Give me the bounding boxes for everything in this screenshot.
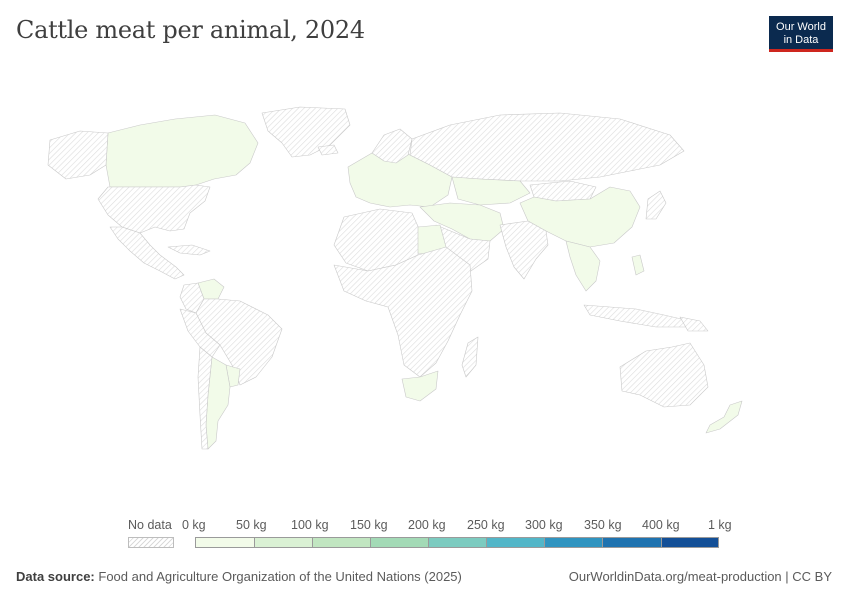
legend-tick-300: 300 kg (525, 518, 563, 532)
data-source-text: Food and Agriculture Organization of the… (98, 569, 462, 584)
legend-color-scale (195, 537, 719, 548)
legend-bin-1[interactable] (254, 537, 312, 548)
data-source-label: Data source: (16, 569, 95, 584)
legend-bin-2[interactable] (312, 537, 370, 548)
country-canada[interactable] (105, 114, 259, 188)
legend-bin-3[interactable] (370, 537, 428, 548)
legend-no-data-swatch (128, 537, 174, 548)
country-south-africa[interactable] (401, 370, 439, 402)
legend-tick-350: 350 kg (584, 518, 622, 532)
region-scandinavia[interactable] (371, 128, 413, 164)
country-greenland[interactable] (261, 106, 351, 158)
legend-bin-5[interactable] (486, 537, 544, 548)
region-central-africa[interactable] (333, 246, 473, 378)
legend-tick-50: 50 kg (236, 518, 267, 532)
owid-logo[interactable]: Our World in Data (769, 16, 833, 52)
legend-tick-250: 250 kg (467, 518, 505, 532)
legend-no-data-label: No data (128, 518, 172, 532)
country-madagascar[interactable] (461, 336, 479, 378)
legend-bin-8[interactable] (661, 537, 719, 548)
country-chile[interactable] (197, 346, 213, 450)
legend-bin-7[interactable] (602, 537, 661, 548)
legend-tick-150: 150 kg (350, 518, 388, 532)
chart-title: Cattle meat per animal, 2024 (16, 16, 365, 44)
legend-tick-200: 200 kg (408, 518, 446, 532)
region-southeast-asia[interactable] (565, 240, 601, 292)
legend-bin-4[interactable] (428, 537, 486, 548)
legend-tick-100: 100 kg (291, 518, 329, 532)
world-map (47, 106, 743, 450)
country-mexico[interactable] (109, 226, 185, 280)
region-middle-east[interactable] (419, 202, 505, 242)
footer-link[interactable]: OurWorldinData.org/meat-production | CC … (568, 569, 832, 584)
country-india[interactable] (499, 220, 549, 280)
country-papua-new-guinea[interactable] (679, 316, 709, 332)
country-indonesia[interactable] (583, 304, 691, 328)
country-usa[interactable] (97, 184, 211, 234)
logo-line-2: in Data (783, 34, 819, 46)
country-philippines[interactable] (631, 254, 645, 276)
country-iceland[interactable] (317, 144, 339, 156)
legend-tick-max: 1 kg (708, 518, 732, 532)
country-russia[interactable] (409, 112, 685, 182)
data-source: Data source: Food and Agriculture Organi… (16, 569, 462, 584)
legend-tick-0: 0 kg (182, 518, 206, 532)
country-china[interactable] (519, 186, 641, 248)
country-japan[interactable] (645, 190, 667, 220)
country-usa-alaska[interactable] (47, 130, 109, 180)
legend-tick-400: 400 kg (642, 518, 680, 532)
logo-line-1: Our World (776, 21, 826, 33)
country-kazakhstan[interactable] (451, 176, 531, 206)
country-new-zealand[interactable] (705, 400, 743, 434)
country-australia[interactable] (619, 342, 709, 408)
legend-bin-6[interactable] (544, 537, 602, 548)
region-andes[interactable] (179, 308, 221, 358)
legend-bin-0[interactable] (195, 537, 254, 548)
region-caribbean[interactable] (167, 244, 211, 256)
